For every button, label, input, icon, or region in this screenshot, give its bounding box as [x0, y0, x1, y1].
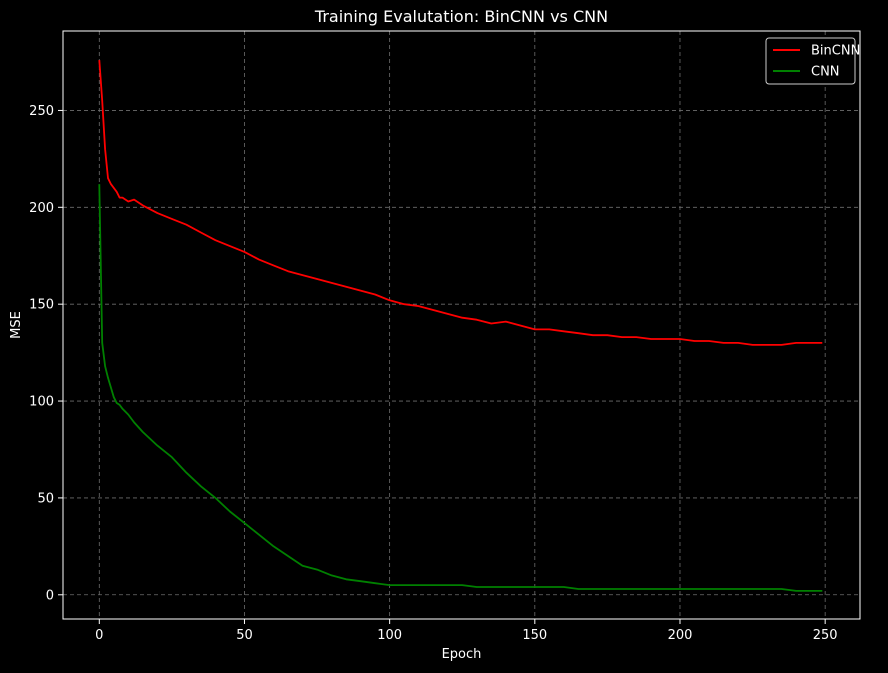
x-tick-label: 250	[813, 628, 838, 643]
y-tick-label: 100	[29, 395, 54, 410]
axes-frame	[62, 30, 861, 620]
x-tick-label: 150	[522, 628, 547, 643]
legend: BinCNN CNN	[765, 37, 860, 85]
legend-label: CNN	[811, 65, 840, 80]
series-lines	[98, 60, 823, 592]
x-axis-label: Epoch	[442, 647, 482, 662]
y-axis-label: MSE	[9, 311, 24, 339]
x-tick-label: 0	[95, 628, 103, 643]
y-tick-label: 50	[37, 491, 54, 506]
y-tick-label: 150	[29, 298, 54, 313]
y-tick-label: 0	[46, 588, 54, 603]
x-tick-label: 200	[668, 628, 693, 643]
legend-label: BinCNN	[811, 44, 860, 59]
y-tick-label: 200	[29, 201, 54, 216]
grid-lines	[63, 31, 860, 619]
chart-title: Training Evalutation: BinCNN vs CNN	[314, 7, 608, 26]
y-tick-label: 250	[29, 104, 54, 119]
axis-ticks: 0 50 100 150 200 250 0 50 100 150 200 250	[29, 104, 837, 643]
series-line-cnn	[98, 184, 823, 592]
x-tick-label: 100	[377, 628, 402, 643]
series-line-bincnn	[98, 60, 823, 346]
x-tick-label: 50	[236, 628, 253, 643]
